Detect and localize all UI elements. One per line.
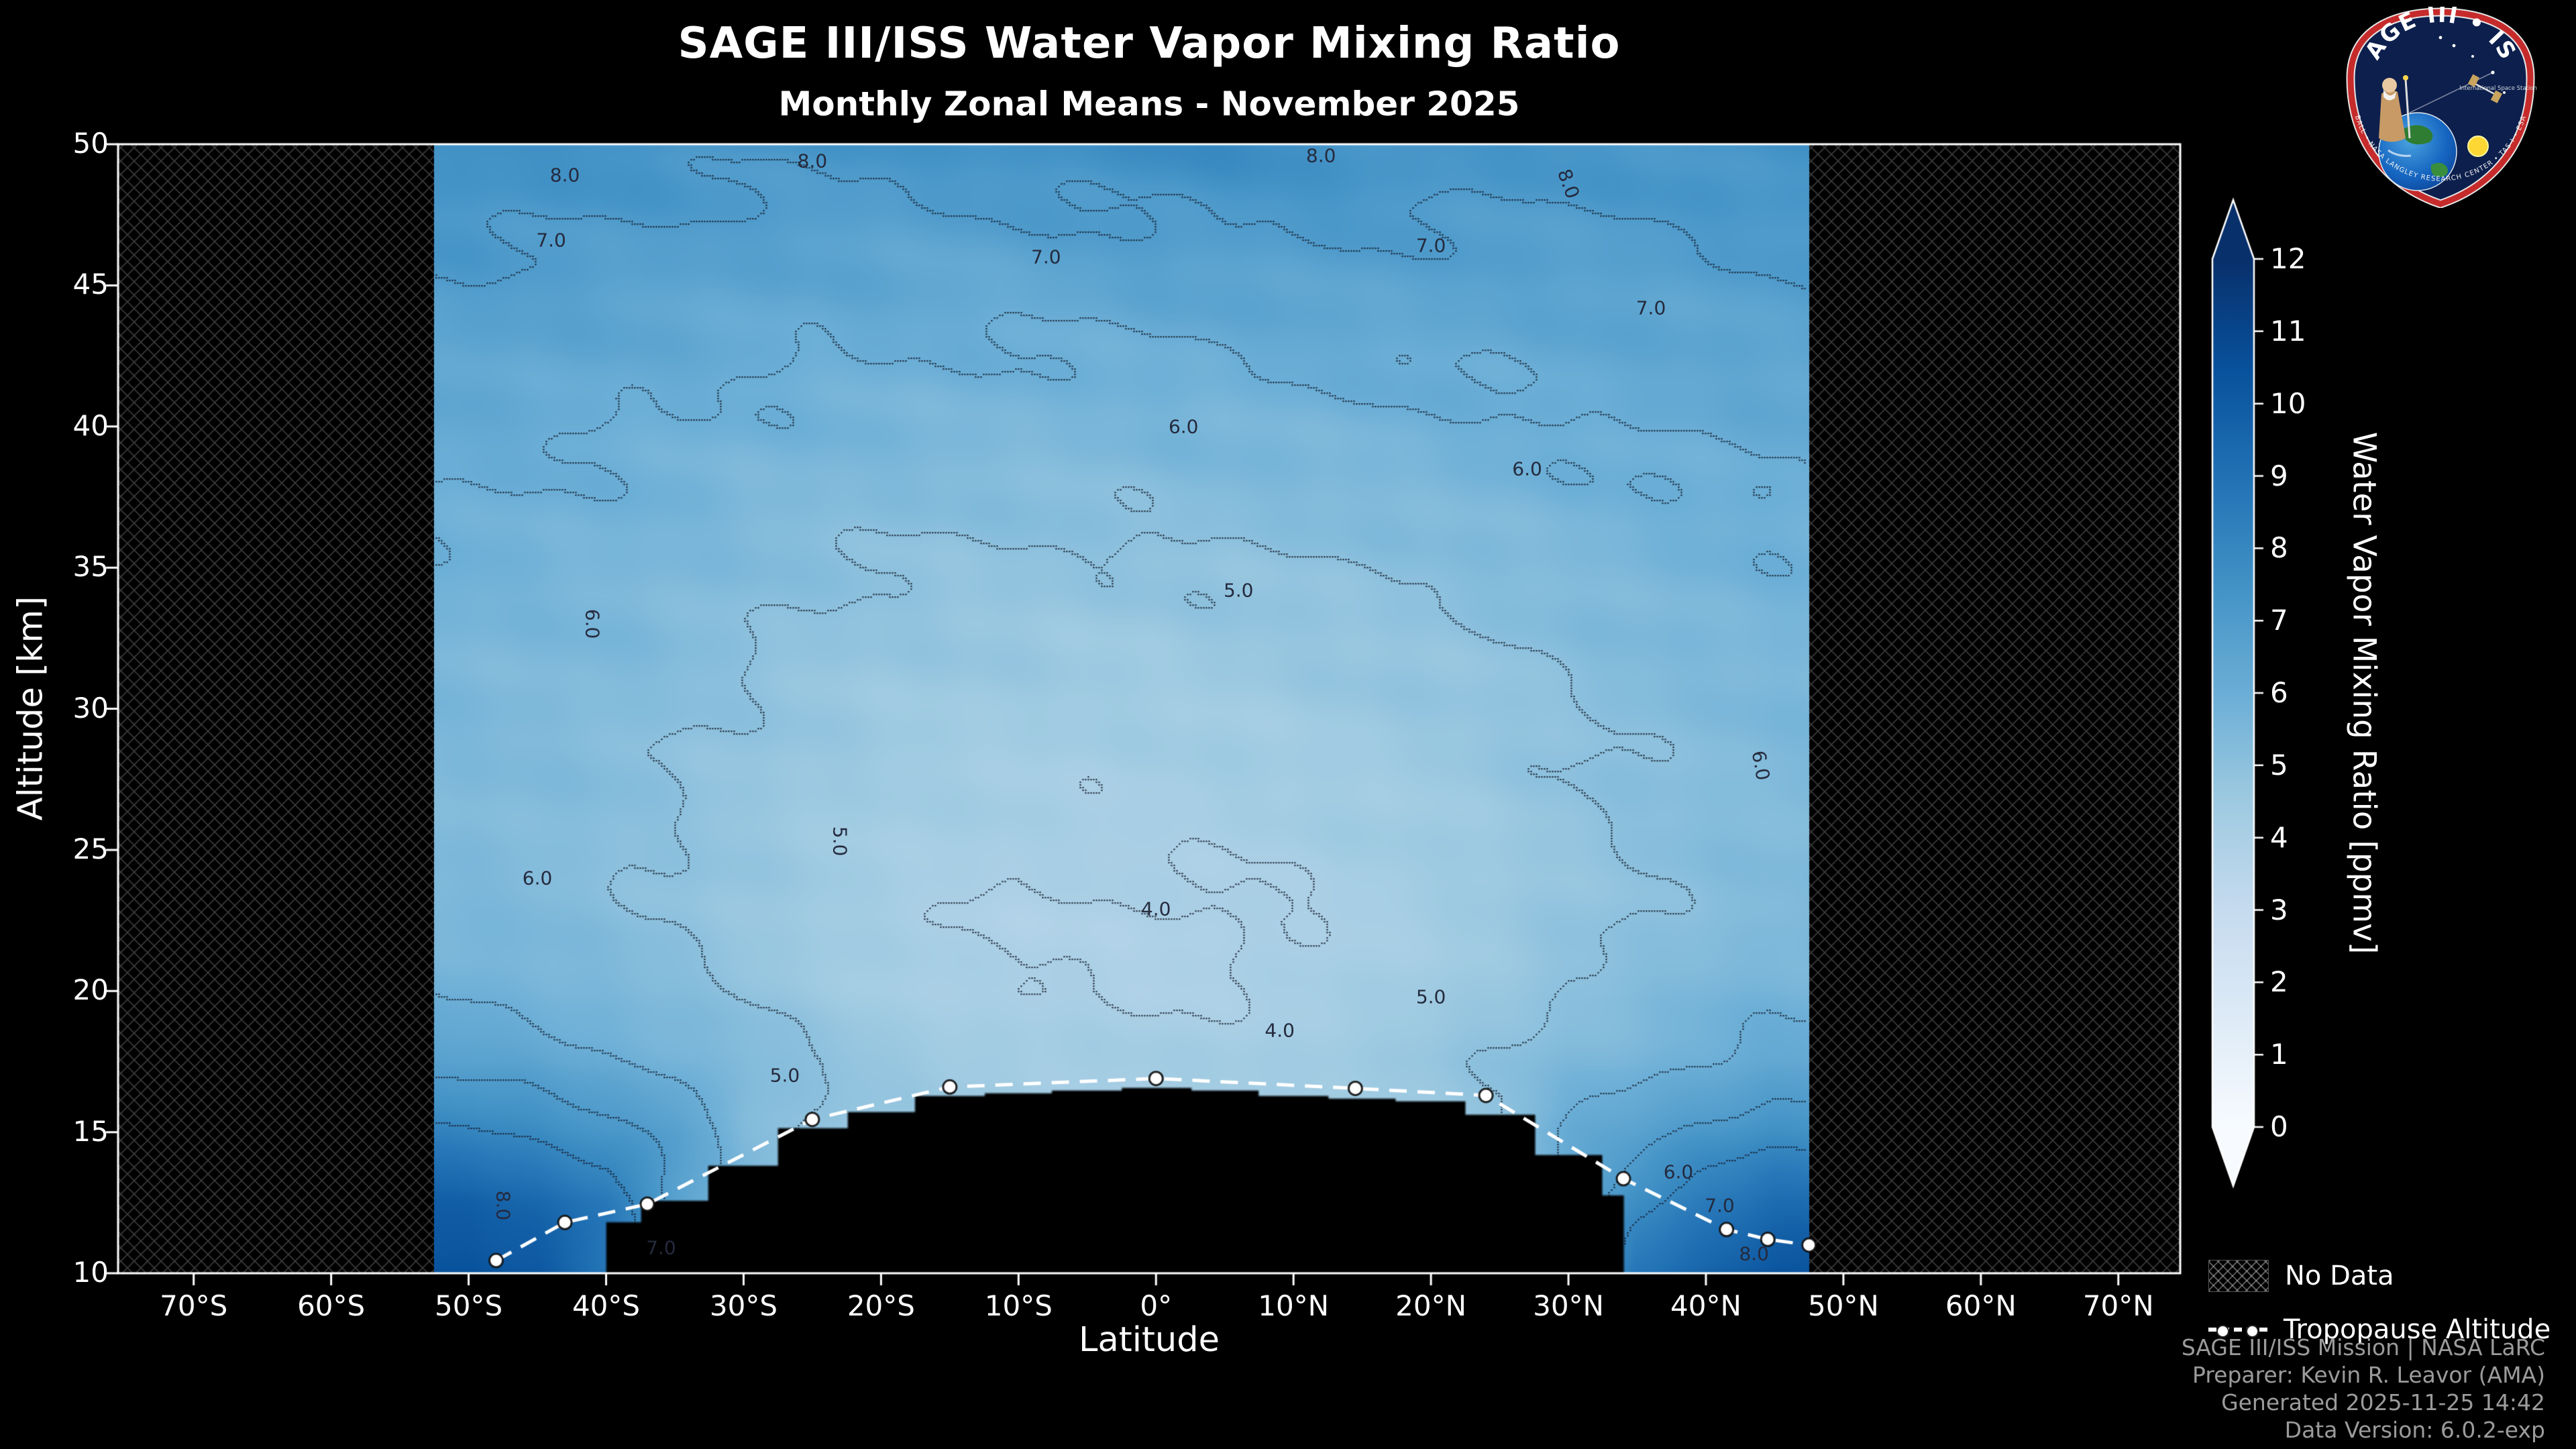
x-tick-label: 60°N xyxy=(1945,1289,2017,1322)
contour-label: 5.0 xyxy=(828,826,851,857)
colorbar-tick-label: 7 xyxy=(2270,604,2288,637)
x-tick-label: 60°S xyxy=(297,1289,366,1322)
contour-label: 5.0 xyxy=(1223,579,1254,602)
colorbar-tick-label: 4 xyxy=(2270,820,2288,854)
colorbar-tick-label: 6 xyxy=(2270,676,2288,709)
chart-title: SAGE III/ISS Water Vapor Mixing Ratio xyxy=(678,19,1621,68)
colorbar-tick-label: 3 xyxy=(2270,893,2288,926)
colorbar-tick-label: 11 xyxy=(2270,314,2306,347)
contour-label: 5.0 xyxy=(1415,985,1446,1008)
contour-label: 5.0 xyxy=(769,1064,800,1087)
sage-iii-iss-mission-patch: SAGE III • ISS International Space Stati… xyxy=(2340,7,2537,208)
contour-label: 7.0 xyxy=(536,229,566,252)
footer-line: Preparer: Kevin R. Leavor (AMA) xyxy=(2192,1362,2545,1388)
svg-text:International Space Station: International Space Station xyxy=(2459,85,2537,92)
colorbar-tick-label: 2 xyxy=(2270,965,2288,999)
no-data-label: No Data xyxy=(2285,1260,2394,1291)
y-tick-label: 40 xyxy=(72,409,109,442)
patch-border xyxy=(2347,9,2534,207)
colorbar-tick-label: 10 xyxy=(2270,386,2306,420)
colorbar-tick-label: 12 xyxy=(2270,242,2306,275)
x-tick-label: 50°N xyxy=(1807,1289,1879,1322)
y-tick-label: 25 xyxy=(72,832,109,865)
x-tick-label: 10°S xyxy=(984,1289,1053,1322)
contour-label: 7.0 xyxy=(646,1236,676,1259)
contour-label: 7.0 xyxy=(1415,234,1446,257)
colorbar-tick-label: 1 xyxy=(2270,1038,2288,1071)
y-tick-label: 45 xyxy=(72,268,109,301)
x-tick-label: 30°S xyxy=(709,1289,777,1322)
contour-label: 8.0 xyxy=(549,164,580,186)
colorbar-tick-label: 9 xyxy=(2270,459,2288,492)
x-tick-label: 50°S xyxy=(435,1289,503,1322)
legend-row-no-data: No Data xyxy=(2208,1258,2551,1293)
legend: No Data Tropopause Altitude xyxy=(2208,1258,2551,1366)
contour-label: 8.0 xyxy=(1739,1242,1769,1265)
tropopause-line-swatch xyxy=(2208,1325,2267,1338)
x-tick-label: 30°N xyxy=(1533,1289,1604,1322)
contour-label: 4.0 xyxy=(1140,898,1171,920)
contour-label: 4.0 xyxy=(1265,1019,1295,1042)
contour-label: 6.0 xyxy=(1512,458,1542,480)
x-axis-label: Latitude xyxy=(1079,1320,1220,1360)
y-tick-label: 50 xyxy=(72,127,109,160)
y-tick-label: 15 xyxy=(72,1114,109,1148)
colorbar-tick-label: 8 xyxy=(2270,531,2288,565)
contour-label: 6.0 xyxy=(1663,1161,1694,1183)
contour-label: 7.0 xyxy=(1635,297,1666,319)
contour-label: 8.0 xyxy=(492,1190,515,1221)
contour-label: 6.0 xyxy=(581,609,604,639)
x-tick-label: 20°S xyxy=(847,1289,915,1322)
x-tick-label: 10°N xyxy=(1258,1289,1330,1322)
legend-row-tropopause: Tropopause Altitude xyxy=(2208,1312,2551,1347)
tropopause-label: Tropopause Altitude xyxy=(2284,1314,2551,1345)
y-tick-label: 30 xyxy=(72,691,109,724)
x-tick-label: 20°N xyxy=(1395,1289,1467,1322)
contour-label: 8.0 xyxy=(1305,144,1336,167)
x-tick-label: 70°S xyxy=(160,1289,228,1322)
x-tick-label: 40°S xyxy=(572,1289,641,1322)
contour-label: 6.0 xyxy=(1168,415,1199,438)
sage-figure xyxy=(2379,75,2411,142)
footer-line: Generated 2025-11-25 14:42 xyxy=(2221,1389,2545,1415)
footer-credits: SAGE III/ISS Mission | NASA LaRC Preparer… xyxy=(2182,1334,2545,1444)
y-tick-label: 35 xyxy=(72,550,109,584)
contour-label: 7.0 xyxy=(1031,246,1061,268)
footer-line: SAGE III/ISS Mission | NASA LaRC xyxy=(2181,1334,2545,1360)
contour-label: 8.0 xyxy=(797,150,828,172)
y-tick-label: 10 xyxy=(72,1256,109,1289)
x-tick-label: 70°N xyxy=(2082,1289,2154,1322)
x-tick-label: 40°N xyxy=(1670,1289,1741,1322)
colorbar-tick-label: 0 xyxy=(2270,1110,2288,1143)
colorbar-tick-label: 5 xyxy=(2270,748,2288,782)
no-data-hatch-swatch xyxy=(2208,1260,2269,1292)
sun-icon xyxy=(2467,136,2489,157)
occultation-beam xyxy=(2409,72,2493,113)
footer-line: Data Version: 6.0.2-exp xyxy=(2284,1417,2545,1443)
iss-silhouette xyxy=(2467,74,2503,103)
contour-label: 7.0 xyxy=(1705,1194,1735,1217)
patch-iss-caption: International Space Station xyxy=(2459,85,2537,92)
colorbar-label: Water Vapor Mixing Ratio [ppmv] xyxy=(2345,431,2383,955)
contour-label: 6.0 xyxy=(522,867,553,890)
y-tick-label: 20 xyxy=(72,973,109,1007)
x-tick-label: 0° xyxy=(1140,1289,1173,1322)
chart-subtitle: Monthly Zonal Means - November 2025 xyxy=(778,85,1520,123)
